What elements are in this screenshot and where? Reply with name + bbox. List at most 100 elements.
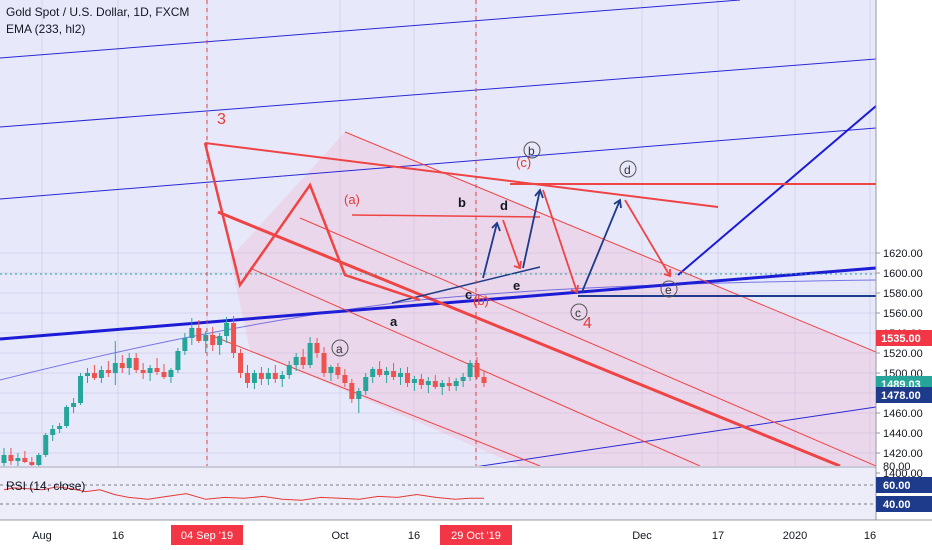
candle-body <box>251 373 257 383</box>
price-tick-label: 1560.00 <box>883 308 923 320</box>
time-axis-labels: Aug 16 04 Sep '19 Oct 16 29 Oct '19 Dec 17 2020 1… <box>32 525 876 545</box>
candle-body <box>43 435 49 455</box>
time-tick-label: 16 <box>408 530 420 542</box>
candle-body <box>50 429 56 435</box>
ema-indicator-label[interactable]: EMA (233, hl2) <box>6 22 86 36</box>
candle-body <box>112 363 118 373</box>
price-tick-label: 1520.00 <box>883 348 923 360</box>
projection-arrows <box>482 189 671 293</box>
candle-body <box>370 369 376 377</box>
price-tag-box <box>876 387 932 403</box>
candle-body <box>286 365 292 375</box>
candle-body <box>384 371 390 375</box>
candle-body <box>29 462 35 465</box>
candle-body <box>453 381 459 386</box>
candle-body <box>328 367 334 373</box>
circled-e-label: e <box>660 280 678 298</box>
price-tick-label: 1460.00 <box>883 408 923 420</box>
candle-body <box>467 363 473 377</box>
candle-body <box>300 357 306 365</box>
price-tag-label: 1478.00 <box>881 390 921 402</box>
small-e-label: e <box>513 278 520 293</box>
blue-projection-line <box>677 105 876 276</box>
circled-a-label: a <box>331 339 349 357</box>
red-downtrend-line <box>217 210 841 466</box>
blue-trendline <box>0 266 876 341</box>
candle-body <box>258 373 264 379</box>
candle-body <box>425 381 431 385</box>
red-channel-line-2 <box>299 217 876 466</box>
svg-text:a: a <box>336 342 343 356</box>
candle-body <box>168 370 174 377</box>
candle-body <box>418 379 424 385</box>
candle-body <box>293 357 299 365</box>
candle-body <box>126 358 132 368</box>
red-flat-line <box>351 214 541 218</box>
candle-body <box>175 351 181 370</box>
candle-body <box>404 373 410 383</box>
price-tag-label: 1535.00 <box>881 333 921 345</box>
candle-body <box>356 391 362 399</box>
pane-separator[interactable] <box>0 466 876 468</box>
red-channel-line-1 <box>344 131 876 353</box>
rsi-tick-label: 80.00 <box>883 461 911 473</box>
svg-text:b: b <box>528 144 535 158</box>
rsi-level-tag-label: 60.00 <box>883 480 911 492</box>
candle-body <box>446 383 452 386</box>
candle-body <box>182 338 188 351</box>
candle-body <box>133 358 139 370</box>
candle-body <box>147 368 153 373</box>
candle-body <box>154 368 160 372</box>
svg-text:e: e <box>665 283 672 297</box>
price-axis[interactable] <box>876 0 932 520</box>
ema-233-line <box>0 279 876 381</box>
arrow-heads <box>491 188 671 294</box>
small-b-label: b <box>458 195 466 210</box>
candle-body <box>321 353 327 373</box>
candles <box>1 316 487 466</box>
candle-body <box>279 375 285 379</box>
red-upper-line <box>204 142 719 208</box>
chart-legend: Gold Spot / U.S. Dollar, 1D, FXCM EMA (2… <box>6 4 189 38</box>
candle-body <box>411 379 417 383</box>
candle-body <box>105 370 111 373</box>
candle-body <box>432 381 438 387</box>
candle-body <box>342 375 348 383</box>
candle-body <box>474 363 480 377</box>
time-tag-label: 29 Oct '19 <box>451 530 501 542</box>
blue-channel-line-1 <box>0 0 741 59</box>
candle-body <box>217 336 223 345</box>
red-b-label: (b) <box>473 293 489 308</box>
time-tick-label: Dec <box>632 530 652 542</box>
candle-body <box>1 455 7 463</box>
wave-4-label: 4 <box>583 315 592 332</box>
candle-body <box>84 373 90 376</box>
candle-body <box>272 373 278 379</box>
candle-body <box>231 323 237 353</box>
red-a-label: (a) <box>344 192 360 207</box>
candle-body <box>91 373 97 378</box>
candle-body <box>8 455 14 461</box>
candle-body <box>244 373 250 383</box>
red-wave-path <box>203 142 421 302</box>
candle-body <box>196 328 202 341</box>
svg-text:c: c <box>575 306 581 320</box>
red-channel-line-4 <box>209 334 541 466</box>
time-tag-label: 04 Sep '19 <box>181 530 233 542</box>
candle-body <box>57 426 63 429</box>
candle-body <box>64 407 70 426</box>
price-tag-box <box>876 330 932 346</box>
candle-body <box>391 371 397 377</box>
rsi-level-tag <box>876 477 932 493</box>
candle-body <box>349 383 355 399</box>
candle-body <box>363 377 369 391</box>
time-tag-box <box>440 525 512 545</box>
candle-body <box>36 455 42 465</box>
symbol-title[interactable]: Gold Spot / U.S. Dollar, 1D, FXCM <box>6 5 190 19</box>
rsi-indicator-label[interactable]: RSI (14, close) <box>6 479 86 493</box>
candle-body <box>15 458 21 461</box>
price-tick-label: 1440.00 <box>883 428 923 440</box>
rsi-background <box>0 468 876 520</box>
